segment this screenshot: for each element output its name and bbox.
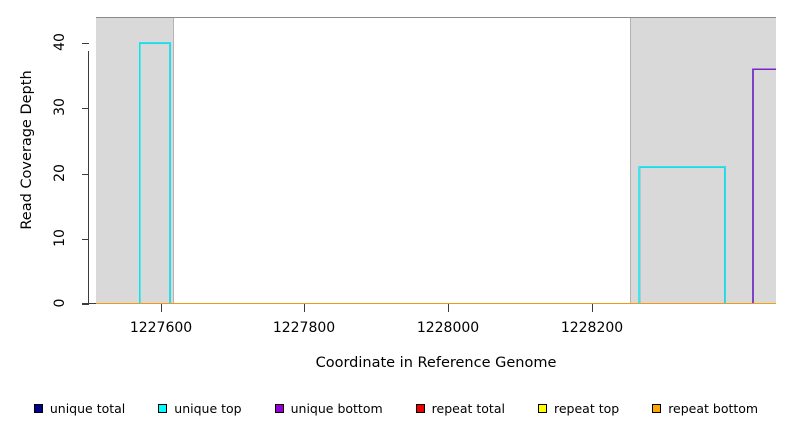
x-tick-mark (448, 304, 449, 312)
chart-legend: unique total unique top unique bottom repea… (0, 398, 792, 418)
legend-item-unique-bottom[interactable]: unique bottom (274, 400, 383, 416)
x-axis-stub (82, 303, 96, 304)
x-tick-mark (161, 304, 162, 312)
legend-label: unique total (49, 400, 126, 416)
y-tick-label: 10 (52, 229, 68, 247)
y-axis-line (88, 51, 89, 304)
x-axis-title: Coordinate in Reference Genome (315, 355, 557, 371)
coverage-traces (96, 17, 776, 304)
shaded-region (630, 18, 776, 304)
x-tick-label: 1228200 (560, 320, 624, 336)
legend-label: unique bottom (290, 400, 383, 416)
legend-label: repeat total (431, 400, 505, 416)
legend-item-repeat-bottom[interactable]: repeat bottom (652, 401, 758, 416)
y-tick-label: 20 (52, 164, 68, 182)
y-tick-mark (82, 108, 89, 109)
y-tick-mark (82, 174, 89, 175)
legend-swatch-icon (158, 403, 168, 413)
legend-swatch-icon (652, 403, 662, 413)
shaded-region (96, 18, 175, 304)
y-tick-label: 30 (52, 98, 68, 116)
plot-top-border (96, 17, 776, 18)
legend-item-unique-top[interactable]: unique top (158, 400, 242, 416)
legend-label: repeat bottom (668, 400, 759, 416)
series-line-unique-top (96, 43, 776, 304)
y-tick-label: 40 (52, 33, 68, 51)
y-tick-label: 0 (52, 298, 68, 308)
series-line-unique-total (96, 43, 776, 304)
legend-item-repeat-top[interactable]: repeat top (537, 400, 620, 416)
plot-area (96, 17, 776, 304)
legend-item-unique-total[interactable]: unique total (33, 400, 126, 416)
series-line-unique-bottom (96, 69, 776, 304)
y-tick-mark (82, 239, 89, 240)
x-tick-mark (592, 304, 593, 312)
legend-label: repeat top (553, 400, 620, 416)
legend-swatch-icon (33, 403, 43, 413)
y-tick-mark (82, 304, 89, 305)
x-tick-label: 1227800 (272, 320, 336, 336)
legend-swatch-icon (537, 403, 547, 413)
legend-label: unique top (174, 400, 242, 416)
legend-swatch-icon (415, 403, 425, 413)
y-axis-title: Read Coverage Depth (19, 70, 35, 230)
y-tick-mark (82, 43, 89, 44)
legend-item-repeat-total[interactable]: repeat total (415, 400, 505, 416)
x-tick-label: 1228000 (416, 320, 480, 336)
legend-swatch-icon (274, 403, 284, 413)
x-tick-label: 1227600 (129, 320, 193, 336)
x-tick-mark (304, 304, 305, 312)
